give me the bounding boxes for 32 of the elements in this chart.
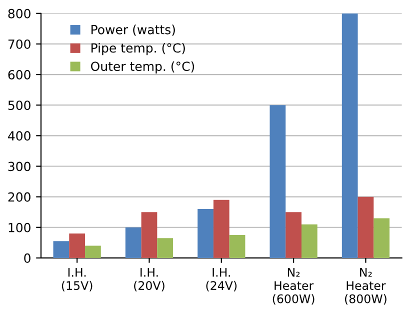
- legend-label: Pipe temp. (°C): [92, 43, 185, 56]
- y-tick-label: 500: [8, 100, 30, 110]
- bar: [85, 246, 101, 258]
- x-tick-label: N₂ Heater (600W): [272, 268, 314, 305]
- bar: [286, 212, 302, 258]
- legend-label: Power (watts): [92, 24, 175, 36]
- bar: [229, 235, 246, 258]
- bar: [125, 227, 142, 258]
- bar: [53, 241, 70, 258]
- bar: [374, 218, 390, 258]
- y-tick-label: 100: [8, 222, 30, 232]
- y-tick-label: 600: [8, 70, 30, 80]
- bar: [302, 224, 318, 258]
- y-tick-label: 0: [24, 253, 30, 263]
- y-tick-label: 400: [8, 131, 30, 141]
- x-tick-label: I.H. (20V): [134, 268, 164, 292]
- bar: [198, 209, 214, 258]
- x-tick-label: I.H. (24V): [206, 268, 237, 292]
- bar: [69, 233, 86, 258]
- x-tick-label: I.H. (15V): [62, 268, 92, 292]
- y-tick-label: 300: [8, 162, 30, 172]
- y-tick-label: 200: [8, 192, 30, 202]
- bar: [213, 200, 230, 258]
- x-tick-label: N₂ Heater (800W): [345, 268, 386, 305]
- y-tick-label: 700: [8, 39, 30, 49]
- bar: [270, 105, 286, 258]
- bar: [157, 238, 174, 258]
- legend-label: Outer temp. (°C): [90, 61, 194, 74]
- y-tick-label: 800: [8, 8, 30, 18]
- bar: [342, 13, 358, 258]
- bar: [358, 196, 374, 258]
- bar: [141, 212, 158, 258]
